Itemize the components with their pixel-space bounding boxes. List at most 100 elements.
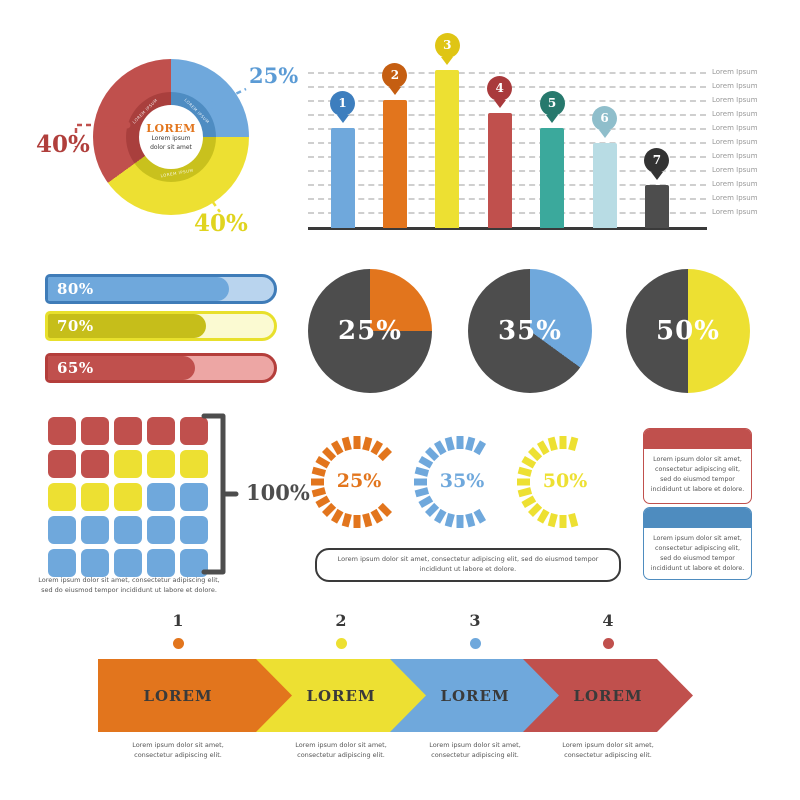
waffle-cell-red (81, 417, 109, 445)
bar-pin-tail (546, 115, 559, 123)
ring-progress-label: 35% (439, 470, 485, 492)
ring-chart-tick (377, 502, 393, 518)
waffle-cell-red (81, 450, 109, 478)
waffle-total-label: 100% (246, 480, 310, 505)
waffle-cell-blue (180, 483, 208, 511)
info-card-blue-text: Lorem ipsum dolor sit amet, consectetur … (650, 535, 745, 573)
bar-pin: 7 (644, 148, 670, 180)
bar-chart-gridline-label: Lorem Ipsum (712, 152, 758, 160)
timeline-step-number: 3 (469, 611, 481, 630)
timeline-arrow-label: LOREM (440, 686, 510, 705)
ring-chart-tick (330, 440, 344, 456)
waffle-cell-blue (48, 516, 76, 544)
ring-chart-tick (315, 455, 331, 469)
pie-label: 35% (498, 316, 562, 346)
info-card-red: Lorem ipsum dolor sit amet, consectetur … (643, 428, 752, 504)
bar-chart-gridline (308, 100, 706, 102)
ring-chart (414, 436, 487, 528)
note-box: Lorem ipsum dolor sit amet, consectetur … (315, 548, 621, 582)
ring-progress-label: 25% (336, 470, 382, 492)
bar-chart-gridline-label: Lorem Ipsum (712, 208, 758, 216)
bar (540, 128, 565, 228)
ring-chart-tick (473, 440, 487, 456)
waffle-cell-blue (81, 549, 109, 577)
progress-fill (48, 277, 229, 301)
bar-chart-gridline-label: Lorem Ipsum (712, 166, 758, 174)
bar-chart-gridline-label: Lorem Ipsum (712, 110, 758, 118)
bar-pin: 4 (487, 76, 513, 108)
ring-chart-tick (465, 512, 476, 528)
ring-chart-tick (568, 436, 579, 452)
bar-pin-tail (441, 57, 454, 65)
ring-chart-tick (418, 495, 434, 509)
donut-center: LOREM Lorem ipsum dolor sit amet (139, 105, 203, 169)
waffle-cell-red (180, 417, 208, 445)
donut-label-blue: 25% (249, 63, 299, 88)
donut-label-yellow: 40% (194, 210, 248, 237)
ring-chart-tick (377, 446, 393, 462)
timeline-step-number: 2 (335, 611, 347, 630)
ring-chart-tick (341, 436, 352, 452)
waffle-cell-red (147, 417, 175, 445)
bar-pin: 1 (330, 91, 355, 123)
waffle-bracket (201, 413, 239, 575)
bar (382, 100, 407, 228)
waffle-cell-yellow (114, 450, 142, 478)
bar-pin: 3 (434, 33, 460, 65)
bar-pin: 6 (592, 106, 617, 138)
ring-chart-tick (362, 512, 373, 528)
timeline-step-caption: Lorem ipsum dolor sit amet, consectetur … (429, 741, 521, 760)
bar-chart-gridline (308, 72, 706, 74)
waffle-cell-blue (147, 483, 175, 511)
timeline-step-caption: Lorem ipsum dolor sit amet, consectetur … (562, 741, 654, 760)
timeline-arrow-label: LOREM (143, 686, 213, 705)
pie-chart: 35% (468, 269, 592, 393)
bar-pin-tail (493, 100, 506, 108)
ring-chart-tick (341, 512, 352, 528)
waffle-cell-blue (114, 516, 142, 544)
ring-chart-tick (521, 495, 537, 509)
ring-chart (311, 436, 393, 528)
ring-chart-tick (330, 508, 344, 524)
waffle-cell-blue (147, 516, 175, 544)
timeline-step-dot (173, 638, 184, 649)
progress-bar: 70% (45, 311, 277, 341)
bar-chart-gridline-label: Lorem Ipsum (712, 82, 758, 90)
ring-chart (517, 436, 579, 528)
bar-chart-gridline-label: Lorem Ipsum (712, 96, 758, 104)
ring-chart-tick (370, 508, 384, 524)
donut-center-title: LOREM (146, 122, 196, 136)
info-card-blue: Lorem ipsum dolor sit amet, consectetur … (643, 507, 752, 580)
waffle-cell-blue (81, 516, 109, 544)
timeline-arrow (98, 659, 292, 732)
ring-chart-tick (418, 455, 434, 469)
ring-chart-tick (370, 440, 384, 456)
bar-pin-tail (336, 115, 349, 123)
ring-chart-tick (424, 446, 440, 462)
ring-chart-tick (568, 512, 579, 528)
info-card-blue-header (644, 508, 751, 528)
waffle-cell-yellow (81, 483, 109, 511)
waffle-cell-yellow (147, 450, 175, 478)
ring-chart-tick (424, 502, 440, 518)
waffle-cell-blue (147, 549, 175, 577)
progress-fill (48, 314, 207, 338)
bar (592, 143, 617, 228)
waffle-chart (48, 417, 208, 577)
bar-pin: 2 (382, 63, 408, 95)
note-box-text: Lorem ipsum dolor sit amet, consectetur … (337, 555, 599, 574)
timeline-step-number: 1 (172, 611, 184, 630)
ring-chart-tick (321, 502, 337, 518)
ring-chart-tick (433, 440, 447, 456)
progress-label: 70% (57, 317, 94, 335)
waffle-caption: Lorem ipsum dolor sit amet, consectetur … (38, 576, 220, 595)
waffle-cell-red (114, 417, 142, 445)
ring-chart-tick (527, 502, 543, 518)
info-card-red-header (644, 429, 751, 449)
timeline-step-number: 4 (602, 611, 614, 630)
ring-chart-tick (473, 508, 487, 524)
bar (330, 128, 355, 228)
ring-chart-tick (315, 495, 331, 509)
ring-chart-tick (521, 455, 537, 469)
ring-chart-tick (527, 446, 543, 462)
